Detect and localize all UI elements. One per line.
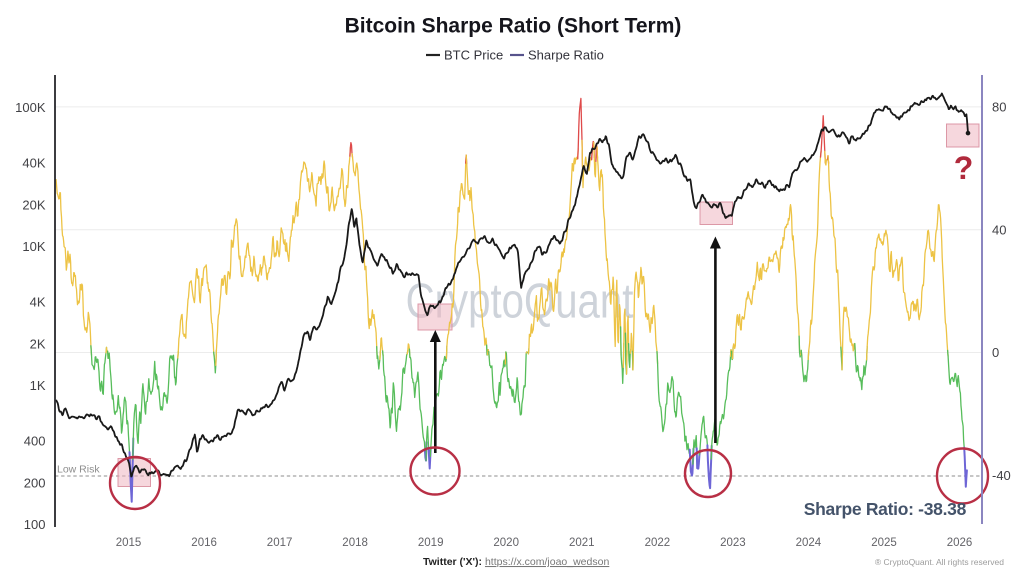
svg-text:2022: 2022	[645, 537, 671, 549]
svg-text:10K: 10K	[22, 239, 45, 254]
svg-text:40: 40	[992, 222, 1006, 237]
svg-text:2024: 2024	[796, 537, 822, 549]
svg-text:Bitcoin Sharpe Ratio (Short Te: Bitcoin Sharpe Ratio (Short Term)	[345, 15, 682, 38]
svg-text:Low Risk: Low Risk	[57, 464, 100, 476]
svg-text:BTC Price: BTC Price	[444, 48, 503, 63]
svg-text:2K: 2K	[30, 336, 46, 351]
svg-text:Twitter ('X'): https://x.com/j: Twitter ('X'): https://x.com/joao_wedson	[423, 556, 609, 568]
svg-text:2026: 2026	[947, 537, 973, 549]
svg-text:20K: 20K	[22, 197, 45, 212]
svg-text:2016: 2016	[191, 537, 217, 549]
svg-text:2023: 2023	[720, 537, 746, 549]
svg-text:2019: 2019	[418, 537, 444, 549]
svg-text:2020: 2020	[493, 537, 519, 549]
svg-text:200: 200	[24, 475, 46, 490]
svg-text:4K: 4K	[30, 295, 46, 310]
svg-text:100K: 100K	[15, 100, 46, 115]
svg-text:2017: 2017	[267, 537, 293, 549]
svg-text:1K: 1K	[30, 378, 46, 393]
svg-text:400: 400	[24, 434, 46, 449]
svg-text:Sharpe Ratio: Sharpe Ratio	[528, 48, 604, 63]
svg-text:?: ?	[954, 150, 974, 186]
svg-text:2018: 2018	[342, 537, 368, 549]
svg-text:40K: 40K	[22, 156, 45, 171]
svg-text:2025: 2025	[871, 537, 897, 549]
svg-text:2021: 2021	[569, 537, 595, 549]
svg-text:-40: -40	[992, 468, 1011, 483]
svg-text:100: 100	[24, 517, 46, 532]
svg-text:80: 80	[992, 100, 1006, 115]
svg-text:Sharpe Ratio: -38.38: Sharpe Ratio: -38.38	[804, 499, 967, 519]
svg-text:® CryptoQuant. All rights rese: ® CryptoQuant. All rights reserved	[875, 557, 1004, 567]
svg-text:2015: 2015	[116, 537, 142, 549]
svg-text:0: 0	[992, 345, 999, 360]
